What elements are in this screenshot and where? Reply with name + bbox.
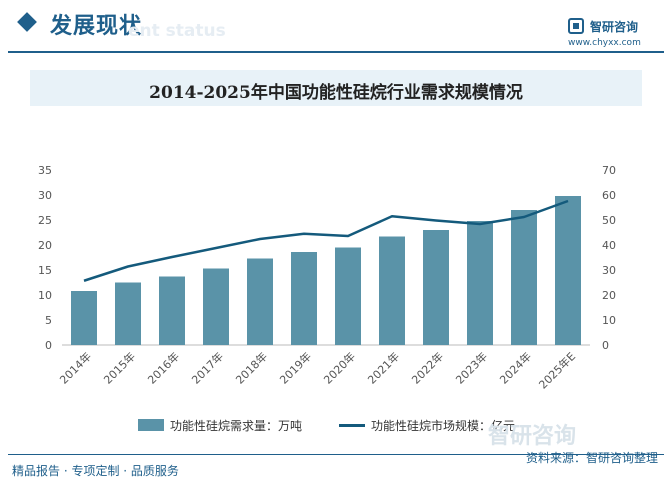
legend-line-swatch — [339, 424, 365, 427]
y-right-tick-label: 40 — [602, 239, 616, 252]
footer-tagline: 精品报告 · 专项定制 · 品质服务 — [12, 464, 179, 478]
y-left-tick-label: 5 — [45, 314, 52, 327]
logo-icon — [568, 18, 584, 34]
page-header: 发展现状 ent status 智研咨询 www.chyxx.com — [0, 0, 672, 52]
page-subtitle: ent status — [128, 21, 226, 41]
bar — [335, 247, 361, 345]
x-tick-label: 2014年 — [57, 349, 94, 386]
y-right-tick-label: 20 — [602, 289, 616, 302]
y-left-tick-label: 30 — [38, 189, 52, 202]
y-left-tick-label: 0 — [45, 339, 52, 352]
y-left-tick-label: 20 — [38, 239, 52, 252]
chart-title: 2014-2025年中国功能性硅烷行业需求规模情况 — [149, 83, 523, 103]
y-right-tick-label: 50 — [602, 214, 616, 227]
bar — [511, 210, 537, 345]
watermark-text: 智研咨询 — [488, 424, 577, 449]
y-right-tick-label: 0 — [602, 339, 609, 352]
x-tick-label: 2022年 — [409, 349, 446, 386]
bar — [555, 196, 581, 345]
chart-title-bar: 2014-2025年中国功能性硅烷行业需求规模情况 — [30, 70, 642, 106]
bar — [203, 268, 229, 345]
page-title: 发展现状 — [50, 14, 143, 39]
x-tick-label: 2016年 — [145, 349, 182, 386]
bar — [291, 252, 317, 345]
y-left-tick-label: 15 — [38, 264, 52, 277]
x-tick-label: 2020年 — [321, 349, 358, 386]
y-right-tick-label: 10 — [602, 314, 616, 327]
header-divider — [8, 51, 664, 53]
logo-name: 智研咨询 — [590, 20, 639, 34]
logo-url: www.chyxx.com — [568, 38, 641, 48]
bar — [379, 236, 405, 345]
y-left-tick-label: 10 — [38, 289, 52, 302]
x-tick-label: 2015年 — [101, 349, 138, 386]
bar — [115, 282, 141, 345]
y-right-tick-label: 30 — [602, 264, 616, 277]
line-series — [83, 199, 569, 282]
bar — [247, 258, 273, 345]
y-left-tick-label: 35 — [38, 164, 52, 177]
legend-bar-label: 功能性硅烷需求量：万吨 — [170, 419, 303, 433]
footer-divider — [8, 454, 664, 455]
legend-bar-swatch — [138, 419, 164, 431]
x-tick-label: 2017年 — [189, 349, 226, 386]
x-tick-label: 2023年 — [453, 349, 490, 386]
bar — [71, 291, 97, 345]
x-tick-label: 2019年 — [277, 349, 314, 386]
chart-legend: 功能性硅烷需求量：万吨 功能性硅烷市场规模：亿元 — [0, 415, 672, 435]
bar — [467, 221, 493, 345]
source-note: 资料来源：智研咨询整理 — [525, 451, 658, 465]
x-tick-label: 2024年 — [497, 349, 534, 386]
bar — [423, 230, 449, 345]
bar — [159, 276, 185, 345]
legend-line-label: 功能性硅烷市场规模：亿元 — [371, 419, 516, 433]
y-right-tick-label: 60 — [602, 189, 616, 202]
x-tick-label: 2018年 — [233, 349, 270, 386]
brand-logo: 智研咨询 www.chyxx.com — [568, 18, 668, 50]
y-left-tick-label: 25 — [38, 214, 52, 227]
y-right-tick-label: 70 — [602, 164, 616, 177]
x-tick-label: 2025年E — [536, 349, 578, 391]
x-tick-label: 2021年 — [365, 349, 402, 386]
